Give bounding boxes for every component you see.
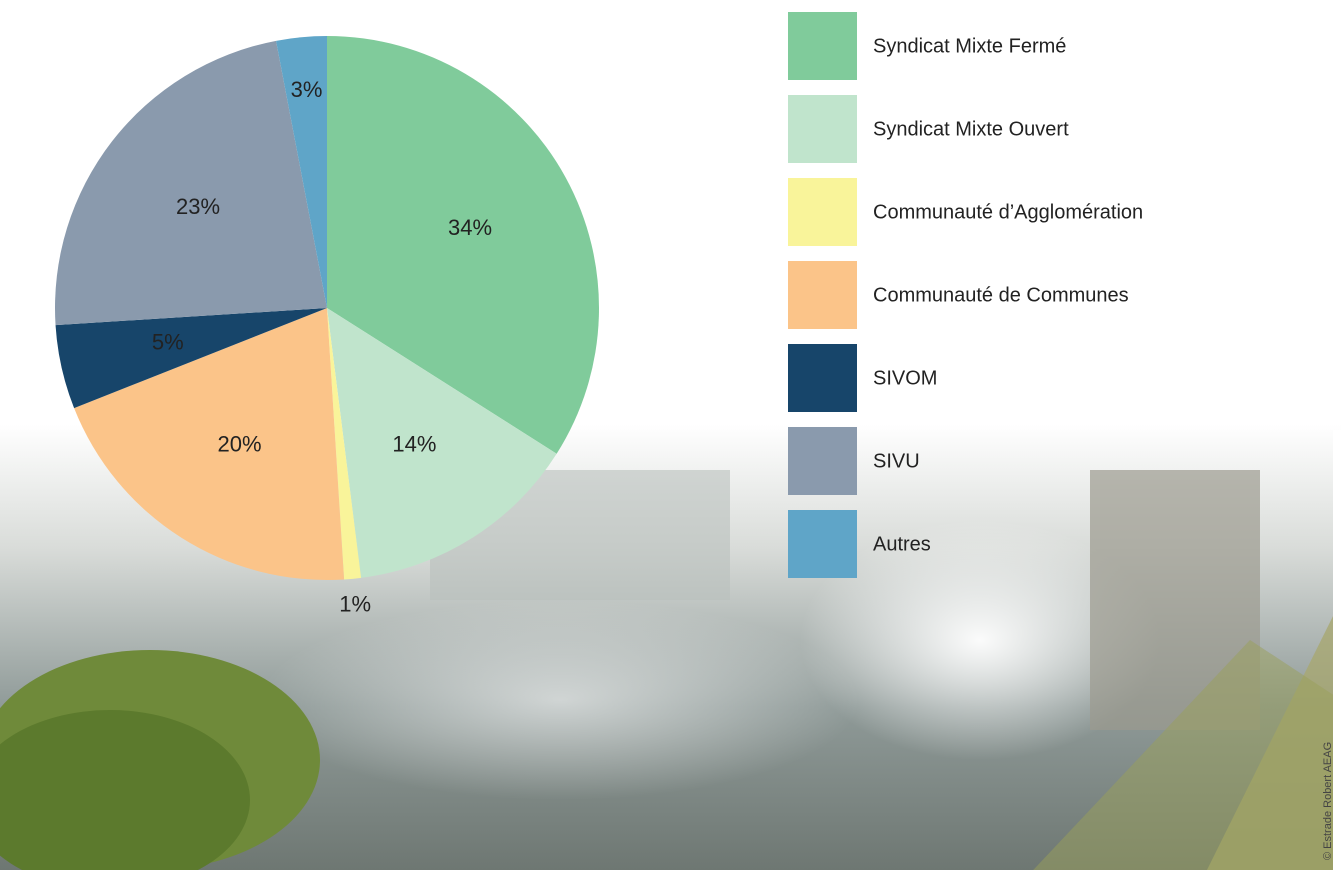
pie-slice xyxy=(55,40,327,326)
legend-swatch xyxy=(788,427,857,495)
data-label: 34% xyxy=(448,215,492,240)
legend-swatch xyxy=(788,12,857,80)
legend-label: SIVU xyxy=(873,450,920,472)
legend-label: Syndicat Mixte Fermé xyxy=(873,35,1066,57)
legend-swatch xyxy=(788,261,857,329)
legend-swatch xyxy=(788,95,857,163)
pie-slice xyxy=(327,308,557,578)
data-label: 3% xyxy=(291,77,323,102)
pie-slice xyxy=(55,308,327,409)
pie-slice xyxy=(276,36,327,308)
data-label: 14% xyxy=(392,432,436,457)
legend-label: SIVOM xyxy=(873,367,937,389)
data-label: 1% xyxy=(339,592,371,617)
pie-slice xyxy=(327,36,599,454)
legend-label: Communauté de Communes xyxy=(873,284,1129,306)
data-label: 23% xyxy=(176,194,220,219)
data-label: 5% xyxy=(152,329,184,354)
legend-label: Syndicat Mixte Ouvert xyxy=(873,118,1069,140)
legend-label: Communauté d’Agglomération xyxy=(873,201,1143,223)
legend-label: Autres xyxy=(873,533,931,555)
legend-swatch xyxy=(788,344,857,412)
photo-credit: © Estrade Robert AEAG xyxy=(1322,742,1334,860)
legend-swatch xyxy=(788,178,857,246)
pie-slice xyxy=(327,308,362,580)
data-label: 20% xyxy=(218,432,262,457)
pie-slice xyxy=(74,308,345,580)
legend-swatch xyxy=(788,510,857,578)
